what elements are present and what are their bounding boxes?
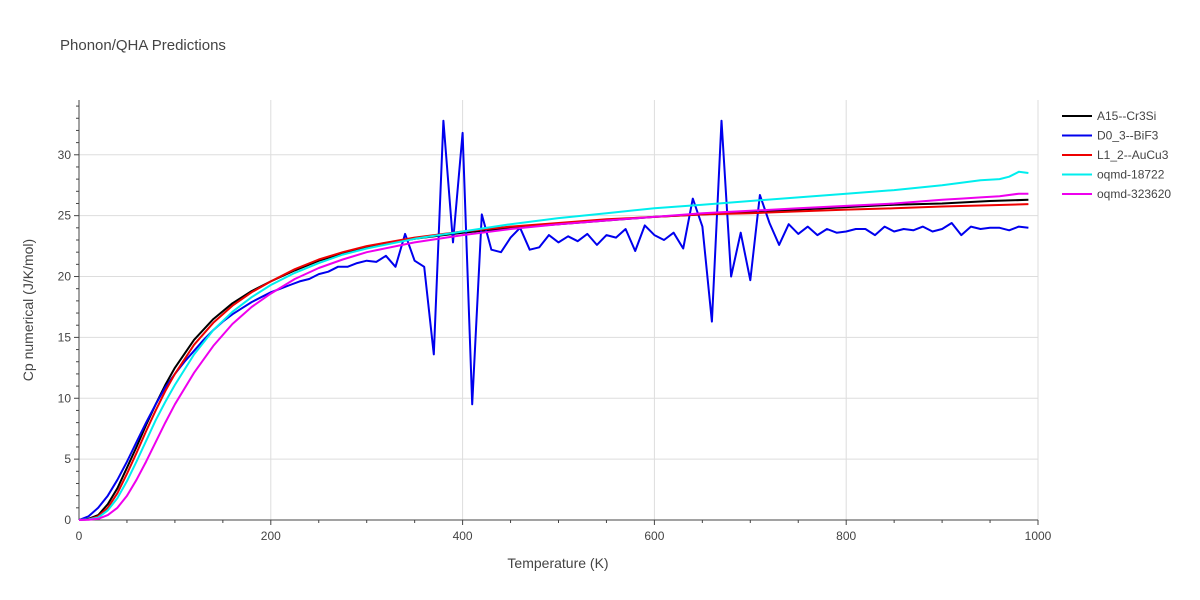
y-tick-label: 25 [58,209,72,223]
y-tick-label: 10 [58,391,72,405]
y-tick-label: 0 [64,513,71,527]
y-tick-label: 30 [58,148,72,162]
x-tick-label: 600 [644,529,664,543]
chart-title: Phonon/QHA Predictions [60,37,226,54]
y-tick-label: 20 [58,270,72,284]
x-tick-label: 200 [261,529,281,543]
series-line-oqmd-323620 [78,192,1029,521]
series-line-d0-3-bif3 [78,119,1029,521]
legend-label-l1-2-aucu3: L1_2--AuCu3 [1097,148,1169,162]
legend-label-d0-3-bif3: D0_3--BiF3 [1097,129,1159,143]
series [78,119,1029,521]
x-tick-label: 800 [836,529,856,543]
series-line-oqmd-18722 [78,170,1029,521]
legend-label-oqmd-323620: oqmd-323620 [1097,187,1171,201]
x-tick-label: 400 [453,529,473,543]
series-line-l1-2-aucu3 [78,203,1029,521]
y-tick-label: 5 [64,452,71,466]
series-line-a15-cr3si [78,198,1029,521]
x-tick-label: 1000 [1025,529,1052,543]
y-tick-label: 15 [58,330,72,344]
legend: A15--Cr3Si D0_3--BiF3 L1_2--AuCu3 oqmd-1872… [1062,109,1171,201]
ticks: 0 200 400 600 800 1000 0 5 10 15 20 25 30 [58,105,1052,543]
grid [79,100,1039,520]
x-tick-label: 0 [76,529,83,543]
y-axis-title: Cp numerical (J/K/mol) [20,239,36,381]
legend-label-a15-cr3si: A15--Cr3Si [1097,109,1156,123]
legend-label-oqmd-18722: oqmd-18722 [1097,168,1165,182]
x-axis-title: Temperature (K) [507,555,608,571]
